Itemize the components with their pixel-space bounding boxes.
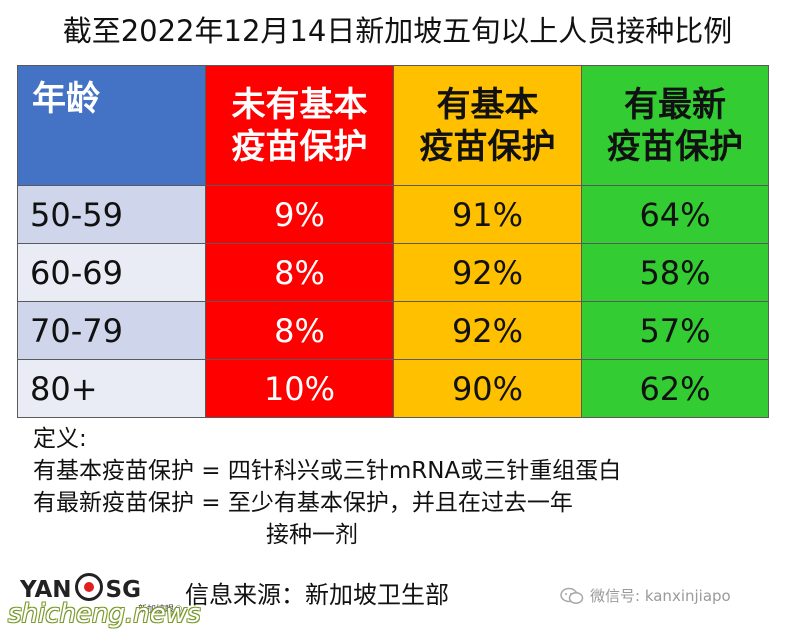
header-age: 年龄	[17, 65, 206, 186]
definitions: 定义: 有基本疫苗保护 = 四针科兴或三针mRNA或三针重组蛋白 有最新疫苗保护…	[33, 423, 621, 551]
no-protection-cell: 8%	[205, 243, 394, 302]
definition-latest: 有最新疫苗保护 = 至少有基本保护，并且在过去一年	[33, 490, 573, 516]
basic-protection-cell: 91%	[393, 185, 582, 244]
age-cell: 70-79	[17, 301, 206, 360]
age-cell: 60-69	[17, 243, 206, 302]
definition-basic: 有基本疫苗保护 = 四针科兴或三针mRNA或三针重组蛋白	[33, 458, 622, 484]
table-row: 80+ 10% 90% 62%	[17, 359, 769, 418]
yansg-logo: YAN SG	[20, 573, 141, 603]
basic-protection-cell: 90%	[393, 359, 582, 418]
no-protection-cell: 8%	[205, 301, 394, 360]
definitions-heading: 定义:	[33, 426, 87, 452]
latest-protection-cell: 58%	[581, 243, 769, 302]
wechat-id: 微信号: kanxinjiapo	[590, 587, 731, 605]
definition-latest-cont: 接种一剂	[266, 522, 358, 548]
table-row: 50-59 9% 91% 64%	[17, 185, 769, 244]
logo-text-right: SG	[105, 577, 141, 603]
table-header-row: 年龄 未有基本 疫苗保护 有基本 疫苗保护 有最新 疫苗保护	[17, 65, 769, 186]
footer: YAN SG 新加坡眼® 信息来源：新加坡卫生部 shicheng.news 微信…	[0, 565, 795, 635]
basic-protection-cell: 92%	[393, 243, 582, 302]
header-no-protection-label: 未有基本 疫苗保护	[231, 84, 368, 167]
age-cell: 50-59	[17, 185, 206, 244]
logo-subtitle: 新加坡眼®	[138, 605, 184, 615]
header-latest-protection-label: 有最新 疫苗保护	[607, 84, 743, 167]
latest-protection-cell: 57%	[581, 301, 769, 360]
source-note: 信息来源：新加坡卫生部	[185, 581, 449, 609]
vaccination-table: 年龄 未有基本 疫苗保护 有基本 疫苗保护 有最新 疫苗保护 50-59 9% 91%…	[17, 65, 769, 418]
header-no-protection: 未有基本 疫苗保护	[205, 65, 394, 186]
logo-text-left: YAN	[20, 577, 72, 603]
header-basic-protection: 有基本 疫苗保护	[393, 65, 582, 186]
page-title: 截至2022年12月14日新加坡五旬以上人员接种比例	[62, 14, 733, 48]
header-latest-protection: 有最新 疫苗保护	[581, 65, 769, 186]
wechat-icon	[560, 587, 584, 604]
latest-protection-cell: 62%	[581, 359, 769, 418]
no-protection-cell: 10%	[205, 359, 394, 418]
table-row: 70-79 8% 92% 57%	[17, 301, 769, 360]
site-watermark: shicheng.news	[8, 599, 201, 629]
eye-icon	[74, 573, 103, 601]
wechat-watermark: 微信号: kanxinjiapo	[560, 585, 731, 606]
table-row: 60-69 8% 92% 58%	[17, 243, 769, 302]
header-age-label: 年龄	[32, 79, 100, 119]
no-protection-cell: 9%	[205, 185, 394, 244]
age-cell: 80+	[17, 359, 206, 418]
basic-protection-cell: 92%	[393, 301, 582, 360]
latest-protection-cell: 64%	[581, 185, 769, 244]
header-basic-protection-label: 有基本 疫苗保护	[419, 84, 556, 167]
